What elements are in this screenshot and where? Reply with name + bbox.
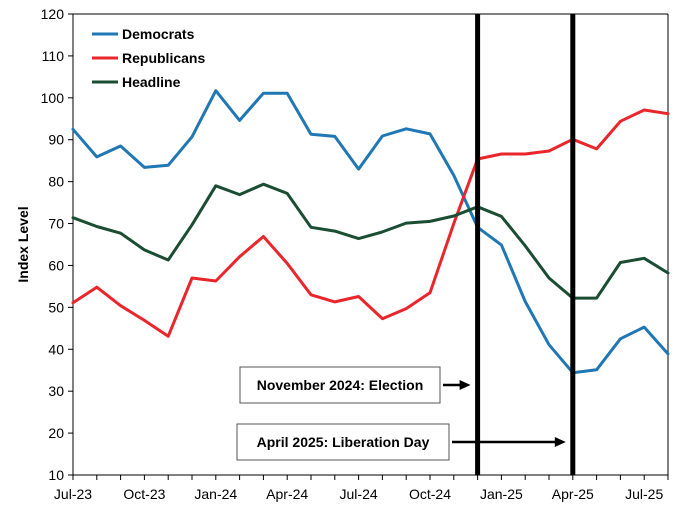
- annotation-box: [239, 366, 441, 404]
- y-tick-label: 60: [48, 257, 64, 273]
- event-lines: [475, 14, 576, 475]
- y-tick-label: 20: [48, 425, 64, 441]
- y-tick-label: 10: [48, 467, 64, 483]
- y-tick-label: 100: [41, 90, 65, 106]
- series-lines: [71, 89, 670, 375]
- x-tick-label: Apr-25: [552, 486, 594, 502]
- annotations: November 2024: Election April 2025: Liber…: [236, 366, 566, 461]
- series-line-headline: [71, 182, 670, 300]
- annotation-label: November 2024: Election: [257, 377, 424, 393]
- x-tick-label: Apr-24: [266, 486, 308, 502]
- x-tick-label: Oct-23: [123, 486, 165, 502]
- y-tick-label: 40: [48, 341, 64, 357]
- y-tick-label: 50: [48, 299, 64, 315]
- x-tick-label: Jan-25: [480, 486, 523, 502]
- legend-label: Democrats: [122, 26, 195, 42]
- annotation-label: April 2025: Liberation Day: [257, 434, 430, 450]
- legend-label: Headline: [122, 74, 181, 90]
- x-tick-label: Jan-24: [194, 486, 237, 502]
- annotation-arrow-head: [554, 437, 566, 447]
- y-tick-label: 90: [48, 132, 64, 148]
- axes: [72, 13, 669, 476]
- x-tick-label: Jul-25: [625, 486, 663, 502]
- legend-label: Republicans: [122, 50, 205, 66]
- y-axis-title: Index Level: [15, 206, 31, 282]
- series-line-democrats: [71, 89, 670, 375]
- x-tick-label: Jul-23: [54, 486, 92, 502]
- annotation-box: [236, 423, 450, 461]
- y-tick-label: 110: [42, 48, 65, 64]
- y-tick-label: 70: [48, 216, 64, 232]
- series-line-republicans: [71, 108, 670, 338]
- x-tick-label: Jul-24: [340, 486, 378, 502]
- legend: Democrats Republicans Headline: [92, 26, 205, 90]
- annotation-arrow-head: [459, 380, 471, 390]
- x-ticks: Jul-23 Oct-23 Jan-24 Apr-24 Jul-24 Oct-24 Jan-…: [54, 475, 669, 502]
- y-tick-label: 120: [41, 6, 65, 22]
- x-tick-label: Oct-24: [409, 486, 451, 502]
- y-tick-label: 30: [48, 383, 64, 399]
- y-tick-label: 80: [48, 174, 64, 190]
- y-ticks: 10 20 30 40 50 60 70 80 90 100 110 120: [41, 6, 73, 483]
